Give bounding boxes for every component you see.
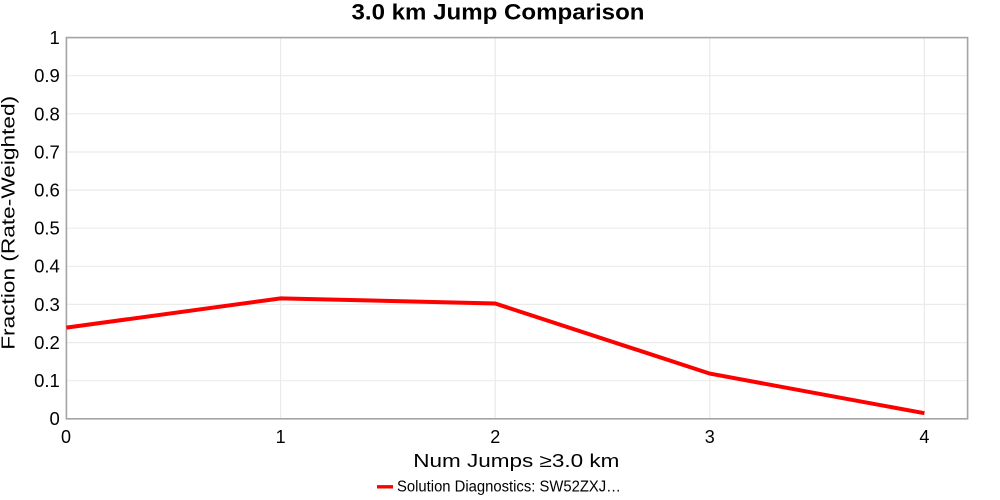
svg-text:Solution Diagnostics: SW52ZXJ…: Solution Diagnostics: SW52ZXJ… <box>397 479 621 496</box>
svg-text:0.6: 0.6 <box>34 180 60 201</box>
svg-text:1: 1 <box>276 427 286 447</box>
svg-text:3.0 km Jump Comparison: 3.0 km Jump Comparison <box>352 0 645 25</box>
svg-text:0.4: 0.4 <box>34 256 60 277</box>
svg-text:0.5: 0.5 <box>34 218 60 239</box>
svg-text:3: 3 <box>705 427 715 447</box>
svg-text:0.1: 0.1 <box>34 370 60 391</box>
svg-text:0: 0 <box>50 408 60 429</box>
svg-text:0: 0 <box>61 427 71 447</box>
svg-text:2: 2 <box>490 427 500 447</box>
svg-text:Fraction (Rate-Weighted): Fraction (Rate-Weighted) <box>0 96 19 350</box>
svg-text:4: 4 <box>919 427 929 447</box>
svg-text:0.2: 0.2 <box>34 332 60 353</box>
svg-text:0.9: 0.9 <box>34 65 60 86</box>
svg-text:0.7: 0.7 <box>34 141 60 162</box>
svg-text:1: 1 <box>50 27 60 48</box>
svg-text:0.3: 0.3 <box>34 294 60 315</box>
svg-text:Num Jumps ≥3.0 km: Num Jumps ≥3.0 km <box>413 450 619 471</box>
svg-text:0.8: 0.8 <box>34 103 60 124</box>
